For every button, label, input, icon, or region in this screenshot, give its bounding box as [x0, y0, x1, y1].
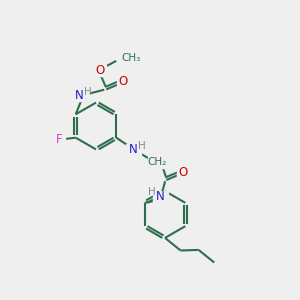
Text: O: O	[178, 166, 188, 179]
Text: N: N	[129, 143, 138, 156]
Text: CH₂: CH₂	[147, 157, 167, 167]
Bar	[74, 90, 89, 101]
Text: N: N	[156, 190, 165, 203]
Bar	[178, 167, 188, 178]
Bar	[54, 134, 64, 145]
Text: H: H	[148, 187, 156, 197]
Bar	[95, 65, 106, 76]
Text: O: O	[96, 64, 105, 77]
Text: CH₃: CH₃	[121, 53, 141, 63]
Bar	[126, 144, 141, 155]
Text: O: O	[118, 75, 128, 88]
Bar	[148, 157, 166, 168]
Text: F: F	[56, 133, 62, 146]
Bar	[153, 191, 168, 202]
Text: H: H	[85, 87, 92, 97]
Text: N: N	[75, 89, 84, 102]
Bar	[117, 76, 128, 87]
Text: H: H	[138, 140, 146, 151]
